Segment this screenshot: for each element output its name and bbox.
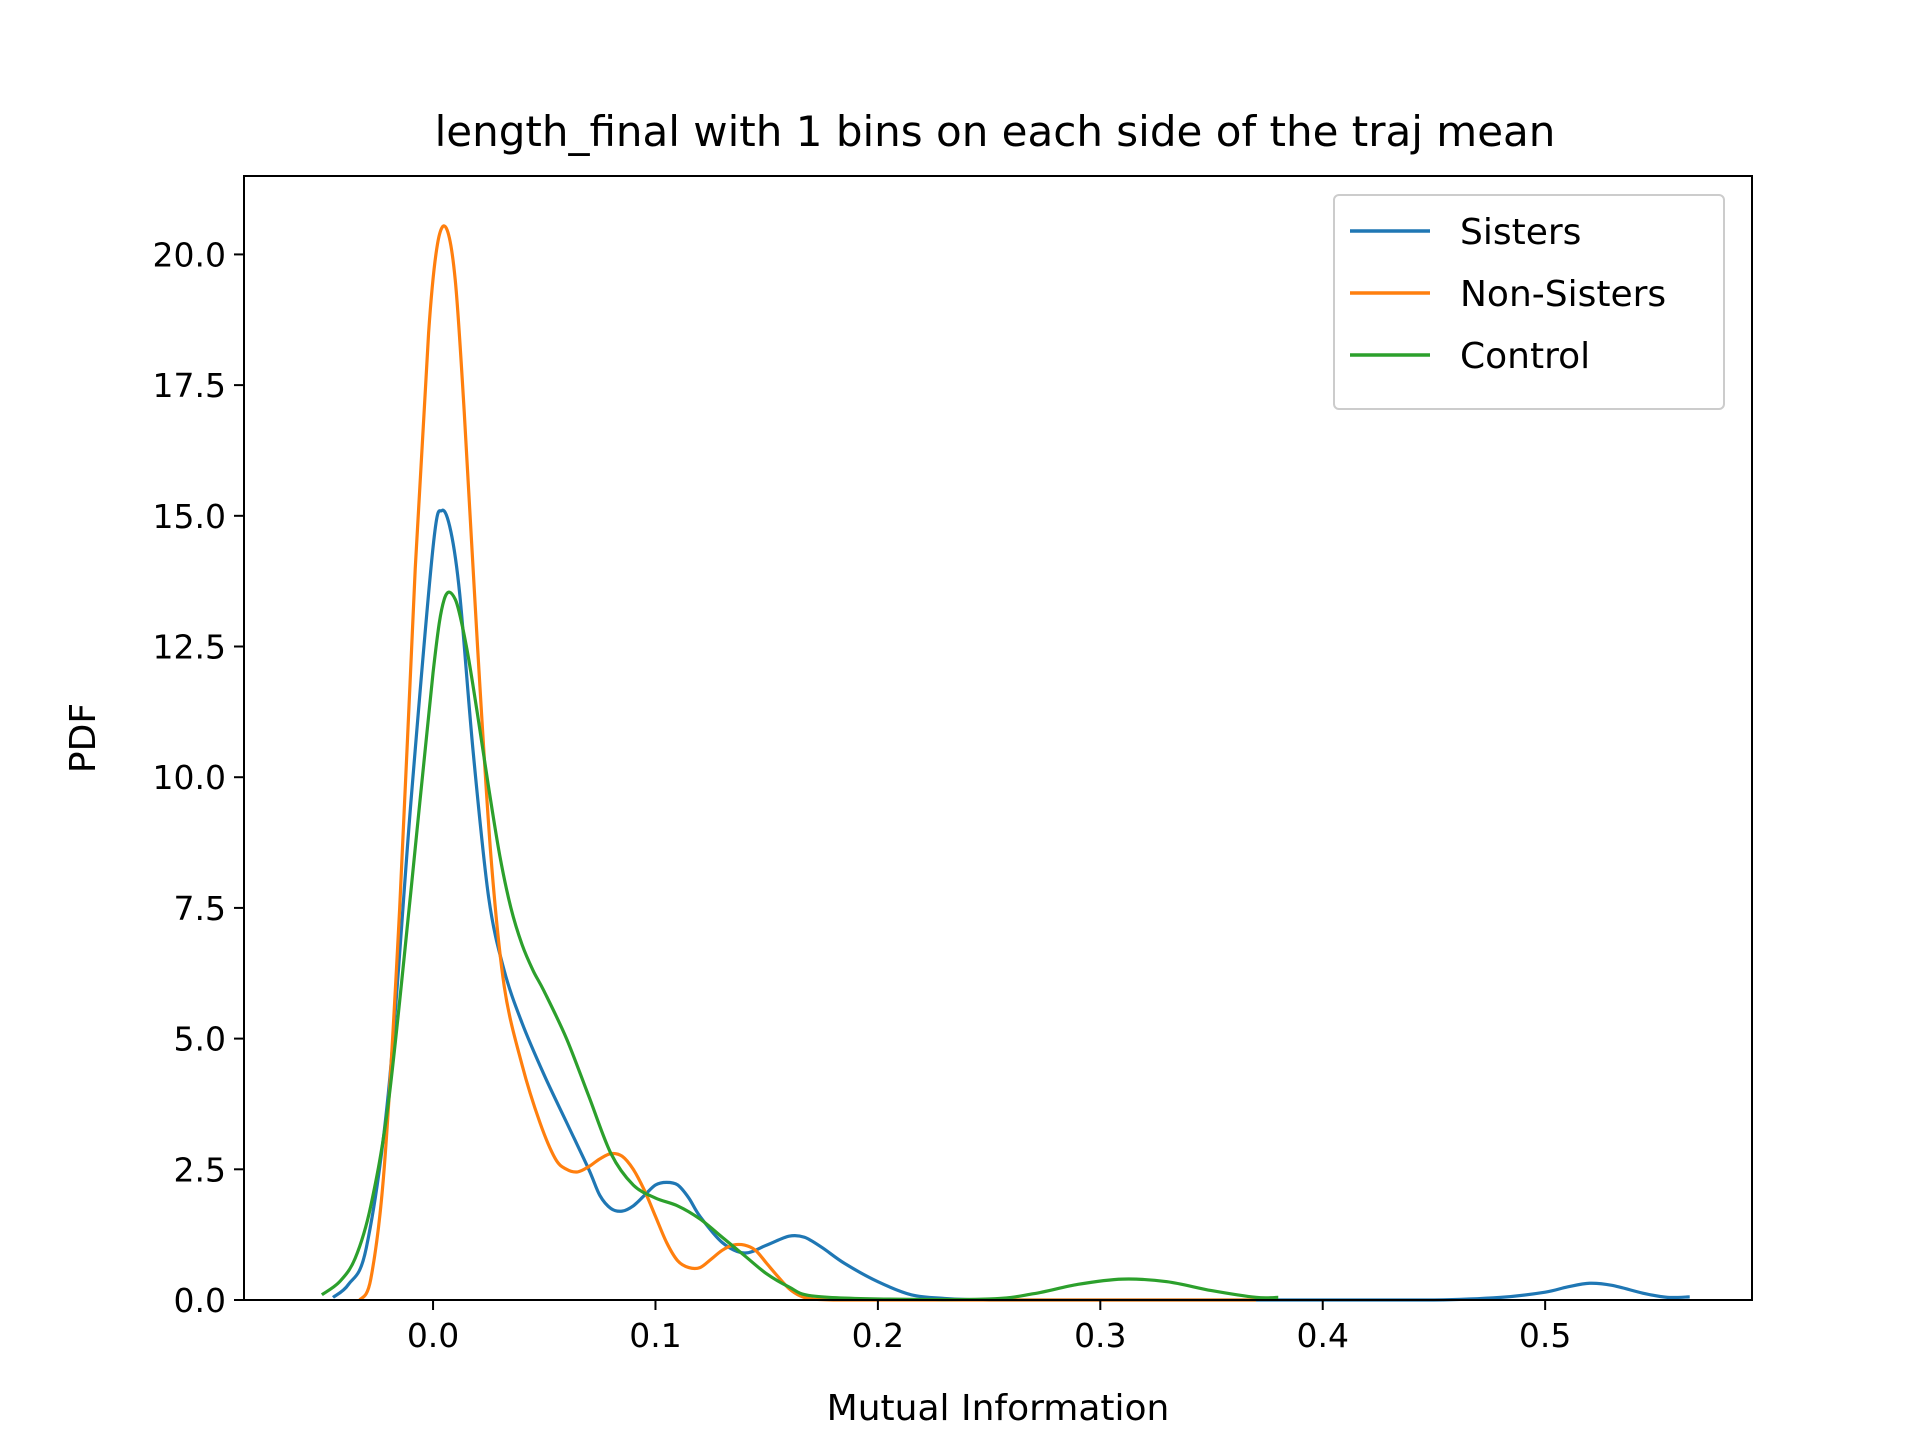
x-tick-label: 0.4 [1296,1316,1348,1355]
y-axis-label: PDF [63,703,104,773]
y-tick-label: 0.0 [174,1281,226,1320]
y-tick-label: 10.0 [153,758,226,797]
x-tick-label: 0.5 [1519,1316,1571,1355]
y-tick-label: 17.5 [153,366,226,405]
y-tick-label: 7.5 [174,889,226,928]
legend-label: Non-Sisters [1460,274,1666,315]
y-tick-label: 5.0 [174,1020,226,1059]
x-tick-label: 0.3 [1074,1316,1126,1355]
y-tick-label: 12.5 [153,628,226,667]
x-tick-label: 0.0 [407,1316,459,1355]
axes-frame [243,175,1753,1301]
y-tick-label: 15.0 [153,497,226,536]
x-axis-label: Mutual Information [827,1388,1170,1429]
y-axis: 0.0 2.5 5.0 7.5 10.0 12.5 15.0 17.5 20.0 [153,235,244,1320]
chart-title: length_final with 1 bins on each side of… [435,107,1556,156]
y-tick-label: 2.5 [174,1150,226,1189]
legend-label: Sisters [1460,212,1581,253]
legend-box [1333,194,1725,410]
x-tick-label: 0.2 [852,1316,904,1355]
series-line-control [320,590,1279,1302]
x-tick-label: 0.1 [629,1316,681,1355]
x-axis: 0.0 0.1 0.2 0.3 0.4 0.5 [407,1300,1571,1355]
legend: Sisters Non-Sisters Control [1333,194,1725,410]
y-tick-label: 20.0 [153,235,226,274]
legend-label: Control [1460,336,1590,377]
